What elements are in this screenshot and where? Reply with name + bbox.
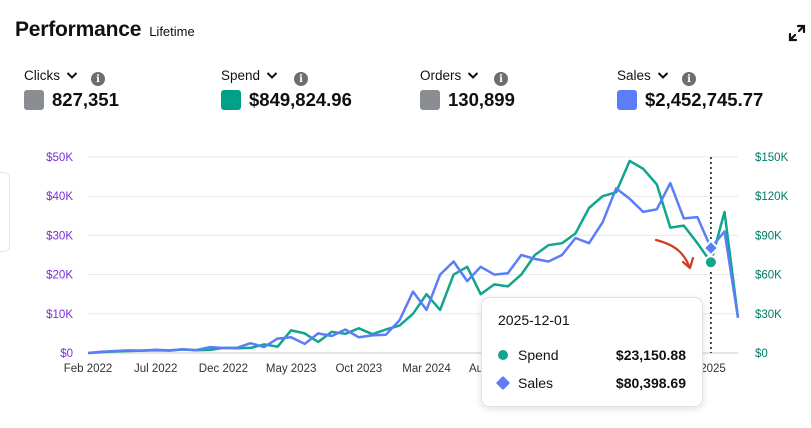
chart-header: Performance Lifetime bbox=[15, 18, 195, 42]
tooltip-series-name: Spend bbox=[518, 347, 559, 363]
sales-hover-point bbox=[702, 239, 720, 257]
side-panel-edge bbox=[0, 172, 10, 252]
info-icon[interactable]: i bbox=[682, 72, 696, 86]
spend-hover-point bbox=[703, 255, 718, 270]
metric-value: $849,824.96 bbox=[249, 89, 352, 110]
y-left-tick-label: $20K bbox=[46, 270, 73, 282]
chevron-down-icon[interactable] bbox=[467, 71, 479, 80]
y-left-tick-label: $30K bbox=[46, 230, 73, 242]
series-line-sales bbox=[87, 181, 740, 355]
x-tick-label: Mar 2024 bbox=[402, 363, 451, 375]
metric-orders[interactable]: Orders 130,899 bbox=[420, 68, 515, 111]
y-left-tick-label: $50K bbox=[46, 152, 73, 164]
y-left-tick-label: $40K bbox=[46, 191, 73, 203]
x-tick-label: 2025 bbox=[700, 363, 726, 375]
tooltip-date: 2025-12-01 bbox=[498, 312, 570, 328]
expand-arrows-icon[interactable] bbox=[788, 24, 806, 42]
timeframe-label: Lifetime bbox=[149, 24, 195, 39]
x-tick-label: May 2023 bbox=[266, 363, 317, 375]
y-right-tick-label: $120K bbox=[755, 191, 789, 203]
y-right-tick-label: $0 bbox=[755, 348, 768, 360]
trend-arrowhead-icon bbox=[681, 256, 695, 270]
tooltip-series-value: $80,398.69 bbox=[615, 375, 686, 391]
info-icon[interactable]: i bbox=[294, 72, 308, 86]
chevron-down-icon[interactable] bbox=[657, 71, 669, 80]
trend-arrow-icon bbox=[654, 238, 691, 268]
info-icon[interactable]: i bbox=[91, 72, 105, 86]
x-tick-label: Feb 2022 bbox=[64, 363, 113, 375]
metric-label: Spend bbox=[221, 68, 261, 83]
tooltip-series-value: $23,150.88 bbox=[615, 347, 686, 363]
metric-clicks[interactable]: Clicks 827,351 bbox=[24, 68, 119, 111]
tooltip-row-sales: Sales $80,398.69 bbox=[495, 375, 686, 391]
chevron-down-icon[interactable] bbox=[66, 71, 78, 80]
metric-spend[interactable]: Spend $849,824.96 bbox=[221, 68, 352, 111]
metric-sales[interactable]: Sales $2,452,745.77 bbox=[617, 68, 763, 111]
sales-diamond-icon bbox=[495, 375, 511, 391]
y-left-tick-label: $0 bbox=[60, 348, 73, 360]
metric-value: $2,452,745.77 bbox=[645, 89, 764, 110]
metric-value: 130,899 bbox=[448, 89, 515, 110]
hover-tooltip: 2025-12-01 Spend $23,150.88 Sales $80,39… bbox=[481, 297, 703, 407]
x-tick-label: Oct 2023 bbox=[335, 363, 382, 375]
metric-label: Clicks bbox=[24, 68, 60, 83]
y-right-tick-label: $150K bbox=[755, 152, 789, 164]
metric-label: Orders bbox=[420, 68, 462, 83]
info-icon[interactable]: i bbox=[494, 72, 508, 86]
color-swatch[interactable] bbox=[420, 90, 440, 110]
metric-value: 827,351 bbox=[52, 89, 119, 110]
color-swatch[interactable] bbox=[24, 90, 44, 110]
x-tick-label: Jul 2022 bbox=[134, 363, 177, 375]
color-swatch[interactable] bbox=[221, 90, 241, 110]
y-right-tick-label: $30K bbox=[755, 309, 782, 321]
x-tick-label: Au bbox=[469, 363, 483, 375]
tooltip-row-spend: Spend $23,150.88 bbox=[498, 347, 686, 363]
chevron-down-icon[interactable] bbox=[266, 71, 278, 80]
y-right-tick-label: $90K bbox=[755, 230, 782, 242]
page-title: Performance bbox=[15, 18, 142, 41]
tooltip-series-name: Sales bbox=[518, 375, 554, 391]
metric-label: Sales bbox=[617, 68, 651, 83]
y-left-tick-label: $10K bbox=[46, 309, 73, 321]
y-right-tick-label: $60K bbox=[755, 270, 782, 282]
x-tick-label: Dec 2022 bbox=[199, 363, 248, 375]
spend-dot-icon bbox=[498, 350, 508, 360]
color-swatch[interactable] bbox=[617, 90, 637, 110]
